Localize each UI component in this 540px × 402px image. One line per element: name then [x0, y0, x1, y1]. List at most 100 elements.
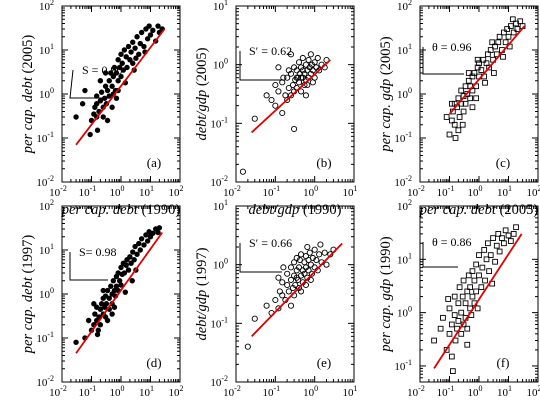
data-point — [73, 339, 79, 345]
data-point — [129, 278, 135, 284]
x-tick-label: 10-1 — [437, 384, 455, 399]
data-point — [297, 88, 305, 95]
data-point — [459, 121, 466, 128]
y-axis-label: per cap. gdp (2005) — [378, 36, 394, 152]
data-point — [473, 288, 479, 295]
data-point — [446, 331, 453, 337]
y-tick-label: 10-1 — [210, 115, 228, 130]
data-point — [146, 23, 152, 29]
data-point — [287, 276, 295, 283]
x-tick-label: 10-1 — [262, 184, 280, 199]
data-point — [102, 70, 109, 76]
y-axis-label: debt/gdp (1997) — [194, 247, 210, 340]
data-point — [280, 74, 287, 81]
data-point — [293, 74, 300, 81]
data-point — [302, 92, 309, 99]
data-point — [125, 267, 132, 273]
data-point — [311, 246, 318, 253]
data-point — [97, 78, 104, 84]
data-point — [279, 292, 286, 299]
data-point — [97, 322, 104, 328]
data-point — [474, 305, 481, 312]
y-tick-label: 100 — [397, 86, 412, 101]
data-point — [467, 284, 473, 291]
x-tick-label: 101 — [139, 184, 154, 199]
data-point — [134, 34, 140, 40]
data-point — [268, 96, 275, 104]
data-point — [115, 78, 121, 84]
slope-annotation: θ = 0.86 — [432, 235, 472, 249]
data-point — [130, 39, 136, 45]
data-point — [113, 283, 120, 289]
data-point — [455, 95, 462, 102]
y-tick-label: 100 — [39, 286, 54, 301]
data-point — [323, 261, 330, 268]
y-axis-label: per cap. gdp (1990) — [378, 236, 394, 352]
data-point — [291, 125, 298, 133]
data-point — [136, 240, 142, 247]
x-tick-label: 10-2 — [407, 184, 425, 199]
data-point — [485, 240, 491, 247]
data-point — [118, 282, 124, 288]
x-tick-label: 10-1 — [79, 184, 97, 199]
data-point — [476, 272, 482, 279]
data-point — [455, 300, 462, 307]
data-point — [486, 268, 492, 274]
data-point — [467, 95, 473, 102]
data-point — [141, 242, 147, 248]
data-point — [275, 64, 282, 71]
data-point — [91, 301, 97, 307]
data-point — [482, 277, 488, 284]
data-point — [97, 306, 104, 312]
panel-label: (f) — [497, 355, 510, 370]
data-point — [287, 51, 295, 58]
data-point — [486, 64, 492, 71]
data-point — [137, 247, 143, 253]
slope-annotation: θ = 0.96 — [432, 40, 472, 54]
data-point — [495, 231, 502, 237]
data-point — [279, 109, 286, 117]
data-point — [150, 27, 156, 34]
data-point — [287, 264, 295, 271]
y-tick-label: 10-1 — [394, 130, 412, 145]
data-point — [314, 54, 321, 62]
data-point — [141, 43, 147, 50]
data-point — [297, 288, 305, 295]
data-point — [263, 92, 270, 99]
y-tick-label: 101 — [397, 251, 412, 266]
x-tick-label: 10-1 — [262, 384, 280, 399]
data-point — [121, 270, 128, 276]
data-point — [459, 293, 466, 300]
data-point — [156, 225, 163, 231]
data-point — [297, 251, 305, 258]
x-tick-label: 101 — [497, 184, 512, 199]
y-tick-label: 10-1 — [36, 130, 54, 145]
data-point — [445, 296, 452, 302]
x-tick-label: 10-2 — [407, 384, 425, 399]
x-tick-label: 102 — [169, 384, 184, 399]
y-tick-label: 10-1 — [210, 315, 228, 330]
data-point — [119, 60, 125, 66]
fit-line — [75, 231, 163, 354]
data-point — [304, 243, 311, 251]
data-point — [507, 238, 514, 244]
data-point — [487, 252, 494, 258]
annotation-bracket — [422, 47, 464, 75]
data-point — [476, 60, 482, 67]
data-point — [493, 242, 500, 249]
data-point — [478, 67, 485, 73]
data-point — [456, 114, 463, 120]
data-point — [113, 95, 120, 101]
data-point — [82, 87, 88, 94]
data-point — [493, 51, 500, 58]
y-tick-label: 102 — [39, 0, 54, 13]
data-point — [479, 264, 486, 271]
x-tick-label: 100 — [468, 184, 483, 199]
data-point — [284, 96, 291, 104]
data-point — [131, 257, 137, 263]
y-tick-label: 101 — [39, 42, 54, 57]
data-point — [106, 78, 112, 84]
data-point — [473, 95, 479, 102]
